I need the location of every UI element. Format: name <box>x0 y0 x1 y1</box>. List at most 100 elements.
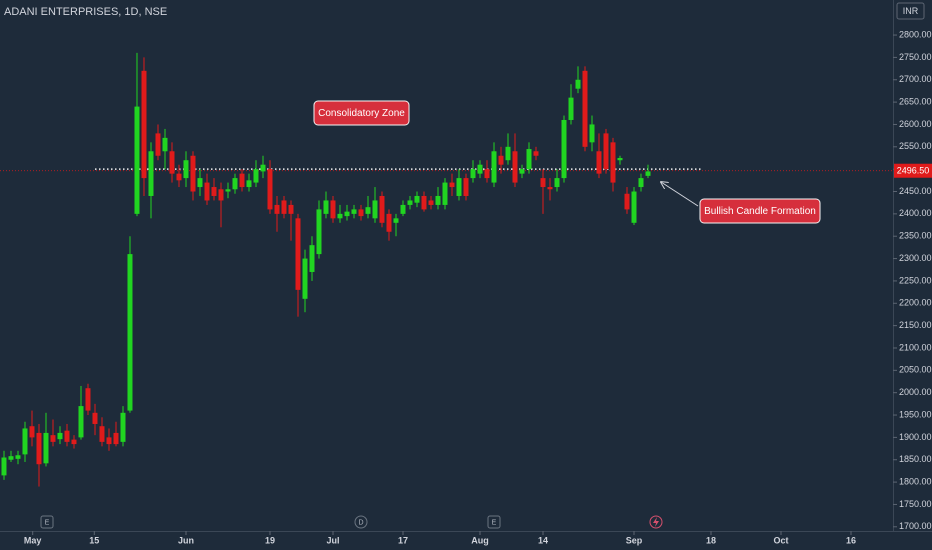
annotation-box <box>699 198 821 224</box>
x-tick-label: Sep <box>626 535 643 545</box>
candle-body <box>29 426 35 438</box>
candle-body <box>435 195 441 205</box>
candle-body <box>470 169 476 179</box>
candle-body <box>407 200 413 205</box>
y-tick-label: 2200.00 <box>899 298 932 308</box>
candle-body <box>414 195 420 203</box>
candle-body <box>372 200 378 219</box>
y-tick-label: 2000.00 <box>899 387 932 397</box>
candle-body <box>197 178 203 188</box>
candle-body <box>463 178 469 196</box>
annotation-box <box>313 100 410 126</box>
candle-body <box>428 200 434 205</box>
currency-label[interactable]: INR <box>903 6 919 16</box>
candle-body <box>554 178 560 188</box>
candle-body <box>456 178 462 196</box>
candle-body <box>71 439 77 445</box>
candle-body <box>92 412 98 424</box>
candle-body <box>309 245 315 272</box>
candle-body <box>246 180 252 188</box>
currency-button[interactable] <box>896 2 925 20</box>
y-tick-label: 2300.00 <box>899 253 932 263</box>
y-tick-label: 2350.00 <box>899 231 932 241</box>
candle-body <box>78 406 84 438</box>
event-label: E <box>492 519 497 526</box>
candle-body <box>421 195 427 210</box>
candle-body <box>638 178 644 188</box>
y-tick-label: 2600.00 <box>899 119 932 129</box>
y-tick-label: 1750.00 <box>899 499 932 509</box>
y-tick-label: 2550.00 <box>899 141 932 151</box>
candle-body <box>393 218 399 223</box>
candle-body <box>323 200 329 214</box>
candle-body <box>519 169 525 174</box>
candle-body <box>218 189 224 201</box>
split-icon <box>649 515 663 529</box>
x-tick-label: 18 <box>706 535 716 545</box>
candle-body <box>155 133 161 156</box>
candle-body <box>134 106 140 214</box>
candle-body <box>442 182 448 205</box>
y-tick-label: 1950.00 <box>899 409 932 419</box>
y-tick-label: 2800.00 <box>899 29 932 39</box>
event-icon <box>487 515 501 529</box>
candle-body <box>575 79 581 89</box>
candle-body <box>232 178 238 190</box>
candle-body <box>22 428 28 455</box>
candle-body <box>589 124 595 143</box>
y-tick-label: 2250.00 <box>899 275 932 285</box>
annotation-text: Bullish Candle Formation <box>704 206 816 217</box>
last-price-tag <box>894 163 932 178</box>
y-tick-label: 2750.00 <box>899 52 932 62</box>
y-tick-label: 1800.00 <box>899 476 932 486</box>
candle-body <box>225 189 231 192</box>
event-icon <box>40 515 54 529</box>
candle-body <box>239 173 245 188</box>
candle-body <box>260 164 266 172</box>
candle-body <box>57 432 63 440</box>
candle-body <box>8 456 14 460</box>
candle-body <box>540 178 546 188</box>
candle-body <box>106 437 112 445</box>
y-tick-label: 2650.00 <box>899 96 932 106</box>
y-tick-label: 1850.00 <box>899 454 932 464</box>
x-tick-label: 14 <box>538 535 548 545</box>
candle-body <box>477 164 483 174</box>
candle-body <box>505 146 511 161</box>
candle-body <box>1 457 7 476</box>
candle-body <box>162 137 168 152</box>
candle-body <box>400 204 406 214</box>
candle-body <box>43 432 49 464</box>
candle-body <box>113 432 119 445</box>
candle-body <box>15 455 21 459</box>
x-tick-label: May <box>24 535 42 545</box>
candle-body <box>561 119 567 179</box>
candle-body <box>50 435 56 442</box>
candle-body <box>484 169 490 179</box>
x-tick-label: 19 <box>265 535 275 545</box>
y-tick-label: 2050.00 <box>899 365 932 375</box>
candle-body <box>267 169 273 210</box>
candle-body <box>302 258 308 299</box>
split-bolt <box>653 517 659 527</box>
candle-body <box>190 155 196 192</box>
candle-body <box>204 182 210 201</box>
candle-body <box>85 388 91 411</box>
candle-body <box>533 151 539 156</box>
candle-body <box>120 412 126 442</box>
annotation-arrow <box>661 182 699 207</box>
y-tick-label: 2450.00 <box>899 186 932 196</box>
chart-title: ADANI ENTERPRISES, 1D, NSE <box>4 6 167 18</box>
candle-body <box>169 151 175 174</box>
candle-body <box>596 151 602 174</box>
candle-body <box>526 149 532 170</box>
y-tick-label: 2400.00 <box>899 208 932 218</box>
candle-body <box>582 70 588 147</box>
last-price-label: 2496.50 <box>897 166 930 176</box>
candle-body <box>253 169 259 183</box>
candle-body <box>330 200 336 219</box>
candle-body <box>547 187 553 190</box>
